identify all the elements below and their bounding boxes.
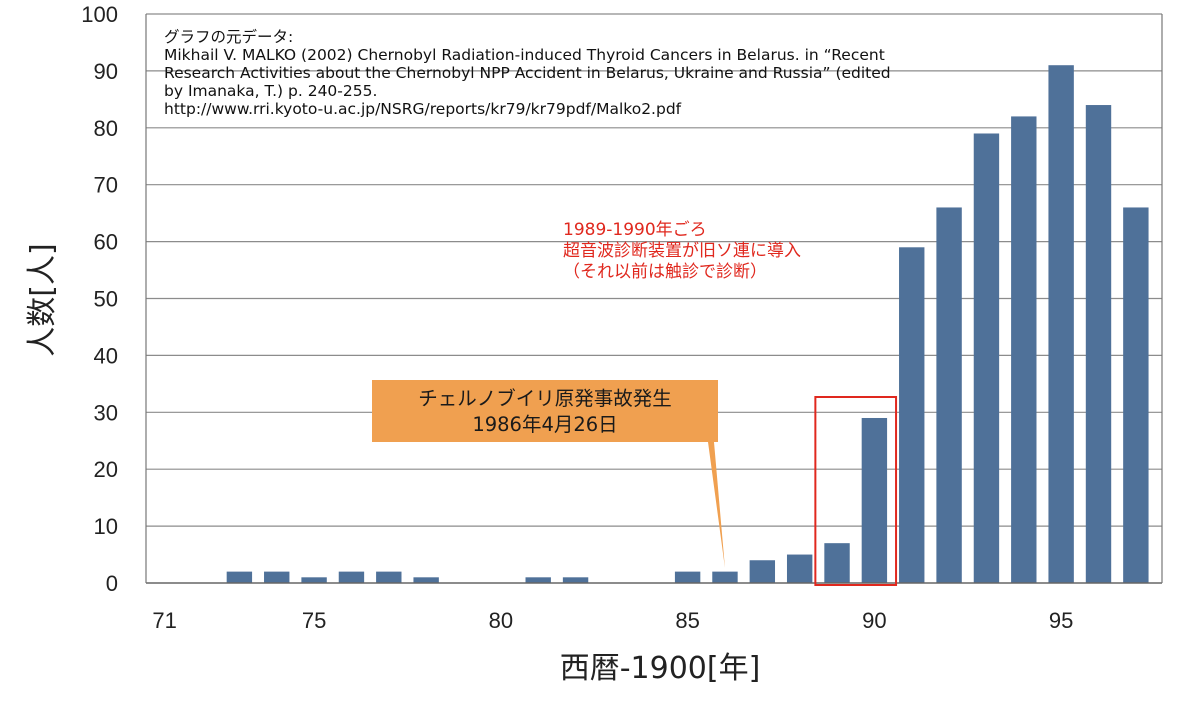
x-tick-label: 85 — [675, 608, 699, 633]
callout-line: チェルノブイリ原発事故発生 — [418, 387, 672, 410]
ultrasound-highlight-box — [814, 396, 898, 586]
source-line: http://www.rri.kyoto-u.ac.jp/NSRG/report… — [164, 100, 682, 118]
x-tick-label: 95 — [1049, 608, 1073, 633]
x-tick-label: 90 — [862, 608, 886, 633]
y-tick-label: 30 — [94, 400, 118, 425]
bar — [973, 133, 1000, 584]
accident-callout-shape — [372, 380, 725, 568]
bar — [674, 571, 701, 583]
y-tick-label: 90 — [94, 59, 118, 84]
callout-box — [372, 380, 725, 568]
bar — [712, 571, 738, 583]
data-source-note: グラフの元データ: Mikhail V. MALKO (2002) Cherno… — [164, 28, 984, 118]
bar — [301, 577, 327, 583]
y-tick-label: 40 — [94, 343, 118, 368]
bar — [226, 571, 253, 583]
bar — [1011, 116, 1037, 584]
bar — [786, 554, 813, 583]
bar — [264, 571, 290, 583]
y-tick-label: 80 — [94, 116, 118, 141]
y-tick-label: 100 — [81, 2, 118, 27]
accident-callout-text: チェルノブイリ原発事故発生 1986年4月26日 — [372, 380, 718, 442]
y-tick-label: 10 — [94, 514, 118, 539]
axis-lines — [145, 14, 1163, 584]
bar — [861, 417, 888, 583]
bar — [525, 577, 551, 583]
bar — [749, 560, 776, 583]
source-line: グラフの元データ: — [164, 28, 294, 46]
highlight-rect — [814, 396, 898, 586]
bar — [1085, 105, 1112, 583]
callout-line: 1986年4月26日 — [472, 413, 618, 436]
bar — [376, 571, 402, 583]
source-line: by Imanaka, T.) p. 240-255. — [164, 82, 378, 100]
x-axis-title: 西暦-1900[年] — [560, 651, 761, 686]
y-tick-label: 70 — [94, 173, 118, 198]
bar — [824, 543, 850, 583]
y-tick-label: 20 — [94, 457, 118, 482]
note-line: 1989-1990年ごろ — [563, 220, 707, 240]
bar — [936, 207, 962, 583]
bar — [1123, 207, 1149, 583]
note-line: （それ以前は触診で診断） — [563, 262, 767, 282]
bar — [899, 247, 925, 584]
bars — [226, 65, 1149, 584]
gridlines — [146, 13, 1162, 527]
note-line: 超音波診断装置が旧ソ連に導入 — [563, 241, 801, 261]
bar — [413, 577, 439, 583]
y-tick-labels: 0 10 20 30 40 50 60 70 80 90 100 — [81, 2, 118, 596]
y-tick-label: 50 — [94, 287, 118, 312]
ultrasound-note: 1989-1990年ごろ 超音波診断装置が旧ソ連に導入 （それ以前は触診で診断） — [563, 220, 801, 283]
y-tick-label: 0 — [106, 571, 118, 596]
x-tick-label: 80 — [489, 608, 513, 633]
bar — [338, 571, 365, 583]
source-line: Research Activities about the Chernobyl … — [164, 64, 891, 82]
y-tick-label: 60 — [94, 230, 118, 255]
x-tick-labels: 71 75 80 85 90 95 — [152, 608, 1073, 633]
y-axis-title: 人数[人] — [25, 243, 60, 356]
bar — [562, 577, 589, 583]
x-tick-label: 75 — [302, 608, 326, 633]
x-tick-label: 71 — [152, 608, 176, 633]
source-line: Mikhail V. MALKO (2002) Chernobyl Radiat… — [164, 46, 885, 64]
bar — [1048, 65, 1074, 583]
